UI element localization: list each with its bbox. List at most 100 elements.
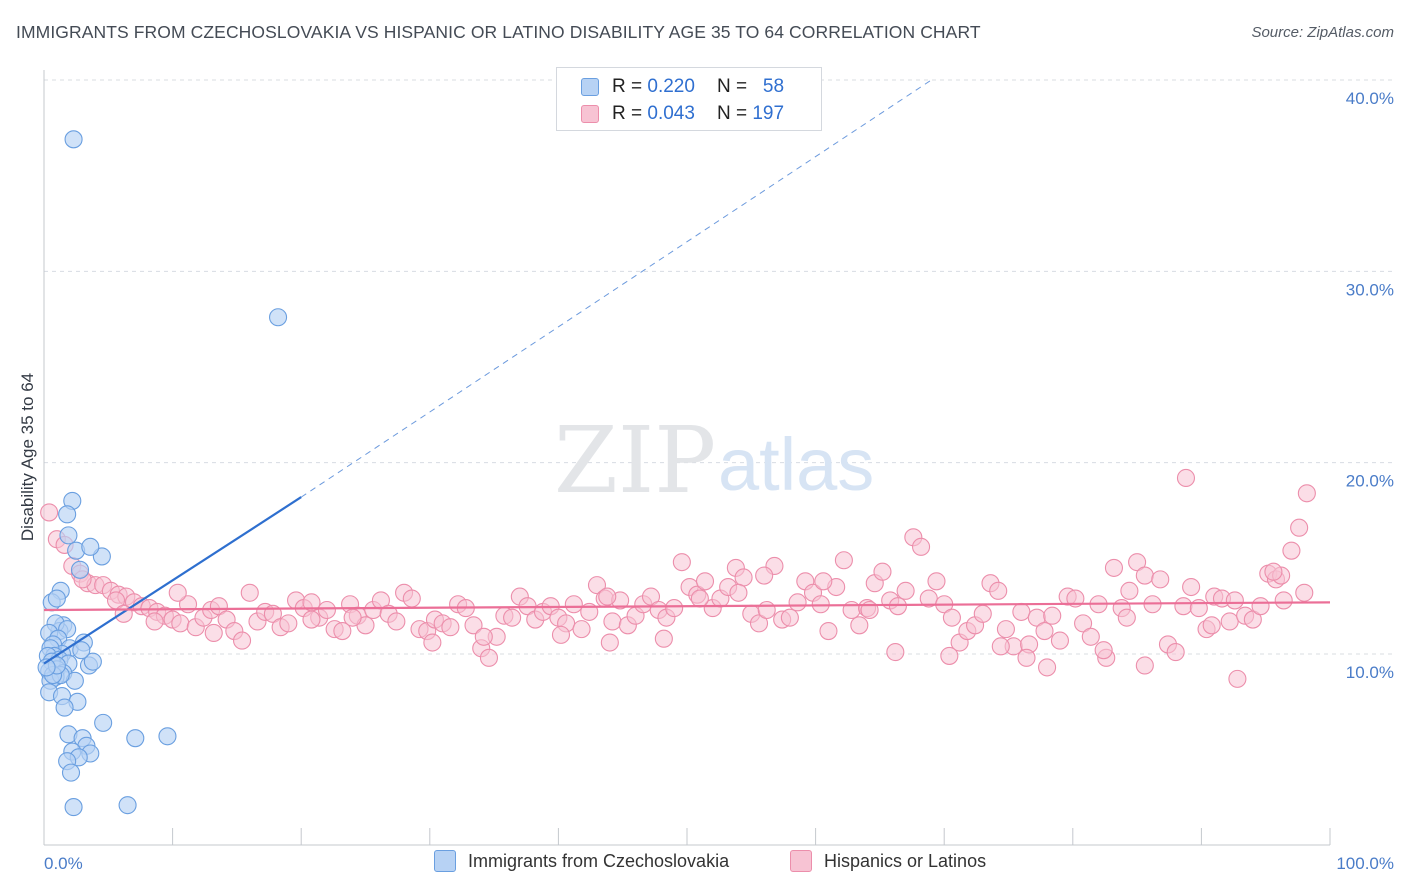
hispanic-point [600,633,619,652]
czech-point [92,547,111,566]
hispanic-point [734,568,753,587]
hispanic-point [302,610,321,629]
czech-point [64,798,83,817]
legend-row-czech: R = 0.220 N = 58 [581,75,784,99]
hispanic-point [989,581,1008,600]
hispanic-point [168,583,187,602]
hispanic-point [1094,641,1113,660]
hispanic-point [317,600,336,620]
hispanic-point [1166,643,1185,662]
hispanic-point [603,612,622,631]
hispanic-point [850,616,869,635]
legend-n-value: 58 [762,76,785,97]
hispanic-point [1251,597,1270,616]
hispanic-point [927,572,946,591]
hispanic-point [654,629,673,648]
legend-r-value: 0.220 [647,76,695,97]
legend-swatch-pink [581,105,599,123]
hispanic-point [441,618,460,637]
legend-r-value: 0.043 [647,103,695,124]
czech-point [118,796,137,815]
czech-point [61,763,81,782]
czech-trend-extension [300,79,932,498]
hispanic-point [1038,658,1057,677]
y-tick-label: 20.0% [1346,472,1394,491]
legend-n-value: 197 [752,103,785,124]
hispanic-point [1202,616,1221,635]
bottom-legend-czech: Immigrants from Czechoslovakia [434,850,729,872]
hispanic-point [755,566,774,585]
czech-trend-line [43,496,302,665]
czech-point [158,727,177,746]
czech-point [37,658,56,677]
hispanic-point [171,614,190,633]
correlation-legend: R = 0.220 N = 58 R = 0.043 N = 197 [556,67,822,131]
hispanic-point [788,593,807,612]
hispanic-point [1135,656,1154,675]
hispanic-point [464,616,483,635]
hispanic-point [973,604,992,623]
legend-n-label: N = [716,103,748,124]
legend-series-label: Hispanics or Latinos [824,850,987,871]
x-tick-label: 0.0% [44,854,83,873]
hispanic-point [343,608,362,627]
hispanic-point [1274,591,1293,610]
hispanic-point [551,625,571,644]
hispanic-point [991,637,1010,656]
czech-point [70,560,90,579]
y-tick-label: 30.0% [1346,280,1394,299]
legend-r-label: R = [612,76,643,97]
y-tick-label: 10.0% [1346,663,1394,682]
hispanic-point [641,587,661,606]
axis-labels: 10.0% 20.0% 30.0% 40.0% 0.0% 100.0% Disability… [18,89,1394,873]
hispanic-point [749,614,769,633]
hispanic-point [819,621,838,641]
czech-point [59,526,78,545]
hispanic-point [423,633,442,652]
czech-point [47,589,66,608]
hispanic-point [834,551,853,570]
watermark-zip: ZIP [554,407,716,514]
hispanic-point [1243,610,1262,629]
hispanic-point [690,589,709,608]
legend-r-label: R = [612,103,643,124]
hispanic-point [564,595,583,614]
czech-point [269,308,288,327]
hispanic-point [886,643,905,662]
czech-point [58,505,77,524]
watermark-atlas: atlas [718,423,874,506]
hispanic-point [1297,484,1316,503]
hispanic-point [1081,627,1100,646]
hispanic-point [942,608,961,627]
hispanic-point [598,587,617,606]
hispanic-point [665,599,684,618]
legend-swatch-blue [434,850,456,872]
hispanic-point [1228,669,1247,688]
czech-point [64,130,83,149]
hispanic-point [1295,583,1314,602]
legend-swatch-blue [581,78,599,96]
czech-point [83,652,102,671]
chart-title: IMMIGRANTS FROM CZECHOSLOVAKIA VS HISPAN… [16,22,981,42]
y-axis-label: Disability Age 35 to 64 [18,373,37,541]
legend-n-label: N = [716,76,748,97]
hispanic-point [888,597,907,616]
hispanic-point [1017,648,1036,667]
czech-point [55,698,74,717]
hispanic-point [695,572,715,591]
hispanic-point [1120,581,1139,600]
hispanic-point [1220,612,1239,631]
grid-lines [44,79,1394,655]
hispanic-point [1012,602,1031,621]
hispanic-point [1050,631,1069,650]
hispanic-point [474,627,493,646]
hispanic-point [387,612,406,631]
hispanic-point [1282,541,1301,560]
hispanic-point [896,581,915,600]
hispanic-point [996,620,1015,639]
legend-swatch-pink [790,850,812,872]
hispanic-point [1290,518,1309,537]
czech-point [72,641,91,660]
hispanic-trend-line [43,601,1331,612]
